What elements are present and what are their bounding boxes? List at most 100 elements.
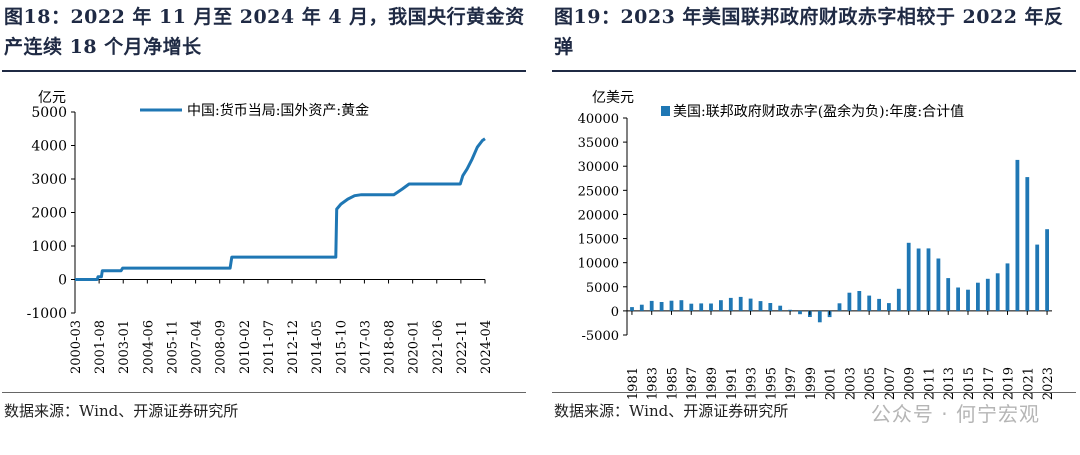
y-tick-label: 25000 — [578, 184, 619, 199]
deficit-bar — [906, 242, 911, 311]
y-tick-label: 0 — [611, 305, 619, 320]
y-tick-label: 15000 — [578, 233, 619, 248]
y-tick-label: 35000 — [578, 136, 619, 151]
left-chart-title: 图18：2022 年 11 月至 2024 年 4 月，我国央行黄金资产连续 1… — [4, 6, 525, 58]
left-source-note: 数据来源：Wind、开源证券研究所 — [4, 402, 239, 420]
deficit-bar — [768, 303, 773, 311]
y-tick-label: -1000 — [27, 306, 67, 322]
deficit-bar — [867, 295, 872, 311]
x-tick-label: 2012-12 — [286, 320, 301, 374]
deficit-bar — [936, 258, 941, 311]
y-tick-label: 10000 — [578, 257, 619, 272]
x-tick-label: 2023 — [1041, 367, 1056, 400]
x-tick-label: 2005 — [863, 367, 878, 400]
deficit-bar — [738, 296, 743, 311]
y-tick-label: -5000 — [582, 329, 619, 344]
legend-label: 美国:联邦政府财政赤字(盈余为负):年度:合计值 — [673, 103, 964, 120]
deficit-bar — [976, 282, 980, 311]
x-tick-label: 2003-01 — [117, 320, 132, 374]
deficit-bar — [966, 289, 970, 311]
x-tick-label: 2001-08 — [93, 320, 108, 374]
watermark-text: 公众号 · 何宁宏观 — [870, 402, 1040, 426]
x-tick-label: 2019 — [1002, 367, 1017, 400]
deficit-bar — [916, 248, 921, 311]
x-tick-label: 2000-03 — [69, 320, 84, 374]
deficit-bar — [837, 303, 842, 311]
x-tick-label: 2015 — [962, 367, 977, 400]
deficit-bar — [1045, 229, 1049, 311]
deficit-bar — [1035, 244, 1040, 311]
deficit-bar — [659, 302, 664, 311]
deficit-bar — [719, 300, 723, 311]
deficit-bar — [748, 298, 753, 311]
deficit-bar — [669, 300, 674, 311]
x-tick-label: 2007 — [883, 367, 898, 400]
x-tick-label: 2011 — [922, 367, 937, 400]
x-tick-label: 2009 — [903, 367, 918, 400]
left-source-rule — [2, 392, 526, 393]
right-source-note: 数据来源：Wind、开源证券研究所 — [554, 402, 789, 420]
deficit-bar — [798, 310, 802, 315]
legend-swatch — [661, 106, 670, 116]
x-tick-label: 2007-04 — [190, 320, 205, 374]
deficit-bar — [956, 287, 960, 311]
deficit-bar — [857, 291, 862, 311]
gold-assets-series-line — [75, 137, 486, 281]
y-tick-label: 30000 — [578, 160, 619, 175]
deficit-bar — [847, 292, 852, 311]
deficit-bar — [877, 298, 881, 311]
x-tick-label: 1987 — [685, 367, 700, 400]
deficit-bar — [1015, 159, 1020, 311]
x-tick-label: 2021 — [1021, 367, 1036, 400]
right-title-rule — [552, 70, 1076, 72]
x-tick-label: 2014-05 — [310, 320, 325, 374]
right-source-rule — [552, 392, 1076, 393]
x-tick-label: 2003 — [843, 367, 858, 400]
x-tick-label: 1981 — [626, 367, 641, 400]
deficit-bar — [1005, 263, 1010, 311]
y-tick-label: 0 — [58, 273, 67, 289]
deficit-bar — [709, 303, 713, 311]
deficit-bar — [728, 297, 733, 311]
x-tick-label: 1985 — [665, 367, 680, 400]
deficit-bar — [985, 278, 990, 311]
deficit-bar — [639, 304, 644, 311]
x-tick-label: 2011-07 — [262, 320, 277, 374]
y-tick-label: 5000 — [586, 281, 619, 296]
y-tick-label: 20000 — [578, 208, 619, 223]
right-chart-title: 图19：2023 年美国联邦政府财政赤字相较于 2022 年反弹 — [554, 6, 1064, 58]
y-tick-label: 1000 — [31, 239, 67, 255]
deficit-bar — [778, 305, 783, 311]
x-tick-label: 1991 — [725, 367, 740, 400]
left-chart-panel: 图18：2022 年 11 月至 2024 年 4 月，我国央行黄金资产连续 1… — [0, 0, 530, 455]
legend-label: 中国:货币当局:国外资产:黄金 — [187, 102, 369, 119]
x-tick-label: 2022-11 — [455, 320, 470, 374]
deficit-bar — [896, 288, 901, 311]
deficit-bar — [926, 248, 931, 311]
x-tick-label: 2024-04 — [479, 320, 494, 374]
x-tick-label: 2021-06 — [431, 320, 446, 374]
x-tick-label: 2018-08 — [383, 320, 398, 374]
x-tick-label: 1995 — [764, 367, 779, 400]
x-tick-label: 1989 — [705, 367, 720, 400]
x-tick-label: 2017 — [982, 367, 997, 400]
deficit-bar — [1025, 177, 1030, 311]
deficit-bar — [788, 309, 792, 311]
x-tick-label: 2017-03 — [358, 320, 373, 374]
deficit-bar — [679, 300, 684, 311]
x-tick-label: 2013 — [942, 367, 957, 400]
x-tick-label: 2020-01 — [407, 320, 422, 374]
x-tick-label: 1999 — [804, 367, 819, 400]
y-tick-label: 5000 — [31, 105, 67, 121]
y-axis-unit-label: 亿元 — [38, 90, 66, 106]
x-tick-label: 2008-09 — [214, 320, 229, 374]
y-axis-unit-label: 亿美元 — [592, 90, 634, 106]
y-tick-label: 4000 — [31, 139, 67, 155]
deficit-bar — [817, 310, 822, 323]
deficit-bar — [887, 303, 891, 311]
x-tick-label: 2005-11 — [165, 320, 180, 374]
x-tick-label: 1993 — [745, 367, 760, 400]
x-tick-label: 2010-02 — [238, 320, 253, 374]
x-tick-label: 1983 — [646, 367, 661, 400]
